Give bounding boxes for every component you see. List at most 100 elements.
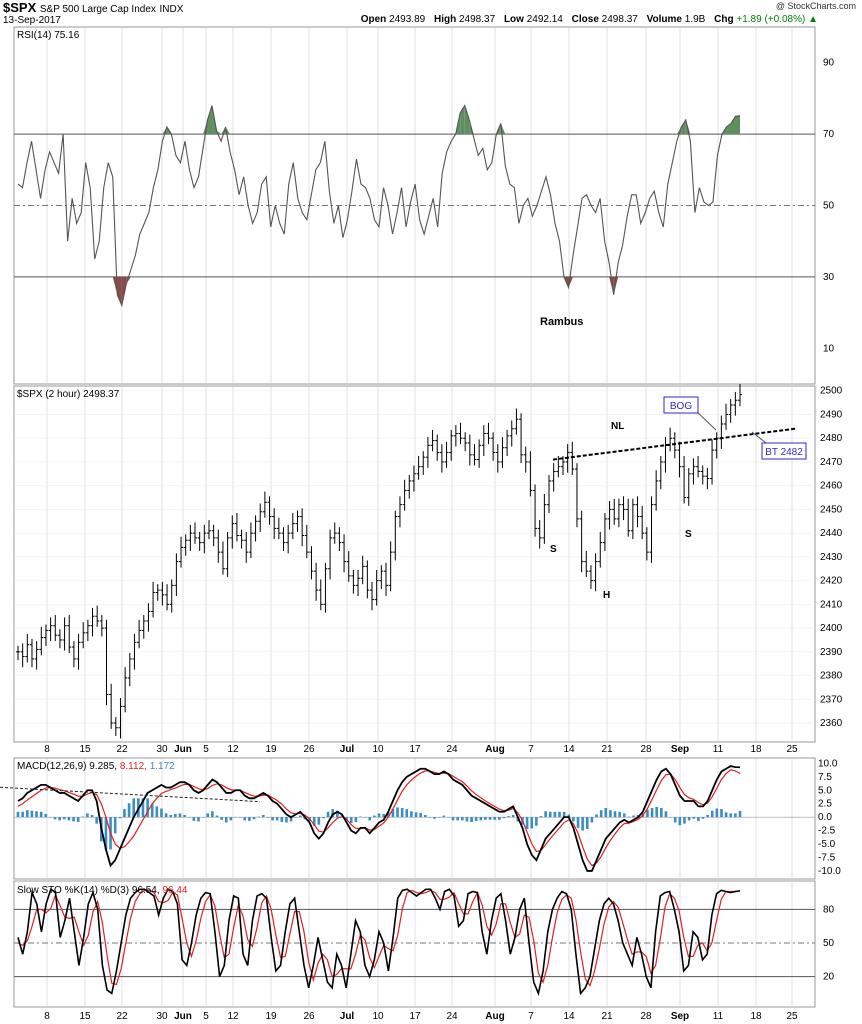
sto-y-tick: 50 [823, 938, 835, 949]
macd-histogram-bar [67, 817, 71, 821]
x-tick-label: 19 [265, 744, 277, 755]
rsi-oversold-fill [613, 276, 619, 295]
macd-histogram-bar [535, 817, 538, 826]
annotation-left-shoulder: S [550, 544, 557, 555]
macd-histogram-bar [16, 811, 20, 818]
macd-value: 9.285, [89, 761, 120, 772]
macd-histogram-bar [44, 813, 48, 818]
macd-signal-line [17, 769, 741, 867]
macd-histogram-bar [697, 817, 700, 821]
annotation-head: H [603, 590, 610, 601]
macd-histogram-bar [174, 813, 177, 818]
macd-histogram-bar [373, 815, 376, 818]
x-tick-label-bottom: 26 [303, 1011, 315, 1022]
low-label: Low [503, 14, 524, 25]
ohlc-readout: Open 2493.89 High 2498.37 Low 2492.14 Cl… [355, 14, 818, 25]
macd-histogram-bar [49, 817, 52, 818]
x-tick-label-bottom: 7 [528, 1011, 534, 1022]
macd-histogram-bar [572, 817, 575, 822]
price-y-tick: 2410 [820, 599, 843, 610]
macd-y-tick: -7.5 [818, 852, 836, 863]
index-name: S&P 500 Large Cap Index [39, 4, 156, 15]
close-value: 2498.37 [601, 14, 638, 25]
x-tick-label: 5 [203, 744, 209, 755]
macd-histogram-bar [484, 817, 487, 820]
macd-histogram-bar [470, 817, 473, 822]
x-tick-label-bottom: 24 [446, 1011, 458, 1022]
macd-histogram-bar [354, 817, 358, 822]
macd-histogram-bar [734, 813, 737, 818]
macd-histogram-bar [715, 808, 719, 818]
macd-histogram-bar [39, 811, 43, 818]
macd-signal-value: 8.112, [120, 761, 150, 772]
neckline-trendline [552, 427, 796, 461]
rsi-y-tick: 90 [823, 58, 835, 69]
rsi-overbought-fill [464, 105, 470, 135]
x-tick-label: 30 [156, 744, 168, 755]
chart-header-symbol: $SPX S&P 500 Large Cap Index INDX [3, 0, 183, 15]
panel-frame-price [13, 385, 816, 743]
macd-histogram-bar [243, 817, 247, 821]
x-tick-label-bottom: Jun [174, 1011, 192, 1022]
price-y-tick: 2360 [820, 718, 843, 729]
annotation-right-shoulder: S [685, 529, 692, 540]
x-tick-label-bottom: 15 [79, 1011, 91, 1022]
macd-histogram-bar [488, 817, 492, 820]
macd-histogram-bar [474, 817, 478, 821]
rsi-line [17, 104, 741, 308]
stoch-d-line [17, 889, 741, 987]
macd-histogram-bar [86, 813, 89, 818]
price-y-tick: 2390 [820, 647, 843, 658]
macd-histogram-bar [104, 817, 108, 850]
macd-histogram-bar [76, 817, 80, 822]
macd-histogram-bar [442, 815, 446, 818]
x-tick-label-bottom: 19 [265, 1011, 277, 1022]
macd-histogram-bar [461, 817, 464, 821]
price-y-tick: 2440 [820, 528, 843, 539]
x-tick-label: Aug [485, 744, 504, 755]
high-value: 2498.37 [459, 14, 496, 25]
macd-histogram-bar [317, 817, 321, 825]
macd-histogram-bar [183, 815, 186, 818]
price-y-tick: 2470 [820, 457, 843, 468]
macd-histogram-bar [123, 809, 126, 818]
macd-histogram-bar [683, 817, 686, 824]
stoch-k-line [17, 887, 741, 997]
macd-histogram-bar [271, 817, 274, 821]
macd-histogram-bar [558, 811, 561, 818]
macd-histogram-bar [21, 811, 24, 818]
volume-value: 1.9B [684, 14, 706, 25]
macd-histogram-bar [678, 817, 682, 826]
macd-histogram-bar [285, 817, 288, 823]
macd-histogram-bar [81, 816, 85, 818]
macd-histogram-bar [622, 813, 626, 818]
macd-histogram-bar [567, 814, 571, 818]
price-y-tick: 2380 [820, 671, 843, 682]
macd-histogram-bar [62, 817, 66, 820]
rsi-y-tick: 70 [823, 129, 835, 140]
macd-histogram-bar [451, 817, 455, 821]
macd-histogram-bar [729, 813, 733, 818]
macd-histogram-bar [160, 808, 163, 818]
macd-histogram-bar [382, 813, 385, 818]
macd-histogram-bar [326, 811, 330, 818]
macd-histogram-bar [669, 817, 672, 818]
macd-histogram-bar [525, 817, 529, 829]
macd-histogram-bar [53, 817, 57, 820]
price-y-tick: 2500 [820, 386, 843, 397]
x-tick-label: 26 [303, 744, 315, 755]
macd-histogram-bar [261, 815, 265, 818]
macd-histogram-bar [706, 815, 709, 818]
macd-histogram-bar [687, 817, 691, 821]
annotation-bt: BT 2482 [765, 447, 803, 458]
macd-histogram-bar [433, 817, 436, 819]
macd-histogram-bar [599, 810, 603, 818]
macd-histogram-bar [502, 817, 506, 819]
macd-histogram-bar [164, 813, 168, 818]
brand-logo: @ StockCharts.com [775, 1, 856, 11]
macd-histogram-bar [581, 817, 584, 831]
x-tick-label-bottom: Aug [485, 1011, 504, 1022]
macd-histogram-bar [146, 798, 149, 818]
rsi-overbought-fill [735, 115, 740, 135]
x-tick-label: Jul [340, 744, 355, 755]
